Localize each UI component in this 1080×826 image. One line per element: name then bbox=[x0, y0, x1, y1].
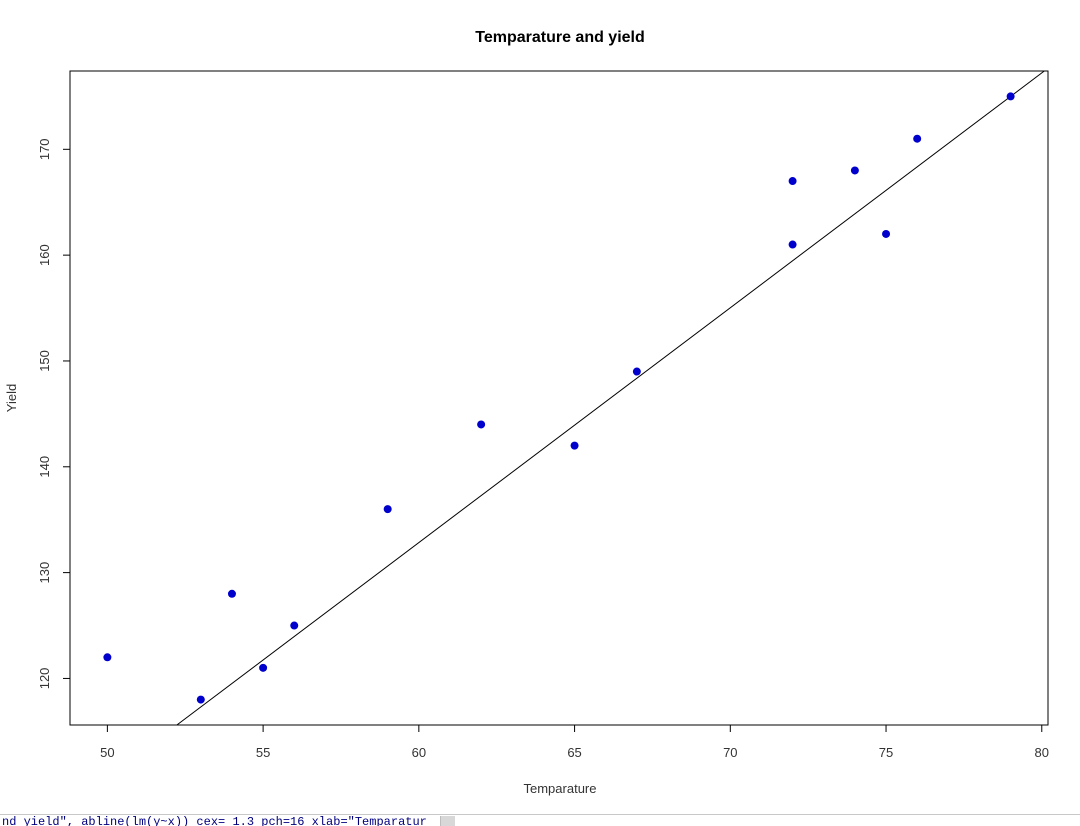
data-point bbox=[103, 653, 112, 662]
data-point bbox=[259, 663, 268, 672]
console-scrollbar[interactable] bbox=[440, 816, 455, 826]
data-point bbox=[570, 441, 579, 450]
y-tick-label: 120 bbox=[37, 668, 52, 690]
data-point bbox=[477, 420, 486, 429]
y-tick-label: 130 bbox=[37, 562, 52, 584]
data-point bbox=[1006, 92, 1015, 101]
y-axis-label: Yield bbox=[4, 384, 19, 412]
chart-title: Temparature and yield bbox=[475, 29, 645, 46]
regression-line bbox=[176, 70, 1045, 726]
x-tick-label: 50 bbox=[100, 745, 114, 760]
data-point bbox=[882, 229, 891, 238]
x-axis-label: Temparature bbox=[524, 781, 597, 796]
data-point bbox=[383, 505, 392, 514]
data-point bbox=[632, 367, 641, 376]
x-tick-label: 65 bbox=[567, 745, 581, 760]
data-point bbox=[788, 240, 797, 249]
x-tick-label: 60 bbox=[412, 745, 426, 760]
console-strip[interactable]: nd yield", abline(lm(y~x)) cex= 1.3 pch=… bbox=[0, 814, 1080, 826]
data-point bbox=[850, 166, 859, 175]
data-point bbox=[227, 589, 236, 598]
data-point bbox=[290, 621, 299, 630]
x-tick-label: 80 bbox=[1035, 745, 1049, 760]
x-tick-label: 75 bbox=[879, 745, 893, 760]
plot-frame bbox=[69, 70, 1049, 726]
y-tick-label: 150 bbox=[37, 350, 52, 372]
data-point bbox=[913, 134, 922, 143]
y-tick-label: 140 bbox=[37, 456, 52, 478]
y-tick-label: 170 bbox=[37, 138, 52, 160]
data-point bbox=[196, 695, 205, 704]
x-tick-label: 70 bbox=[723, 745, 737, 760]
x-tick-label: 55 bbox=[256, 745, 270, 760]
y-tick-label: 160 bbox=[37, 244, 52, 266]
console-command-text: nd yield", abline(lm(y~x)) cex= 1.3 pch=… bbox=[2, 815, 427, 826]
data-point bbox=[788, 177, 797, 186]
